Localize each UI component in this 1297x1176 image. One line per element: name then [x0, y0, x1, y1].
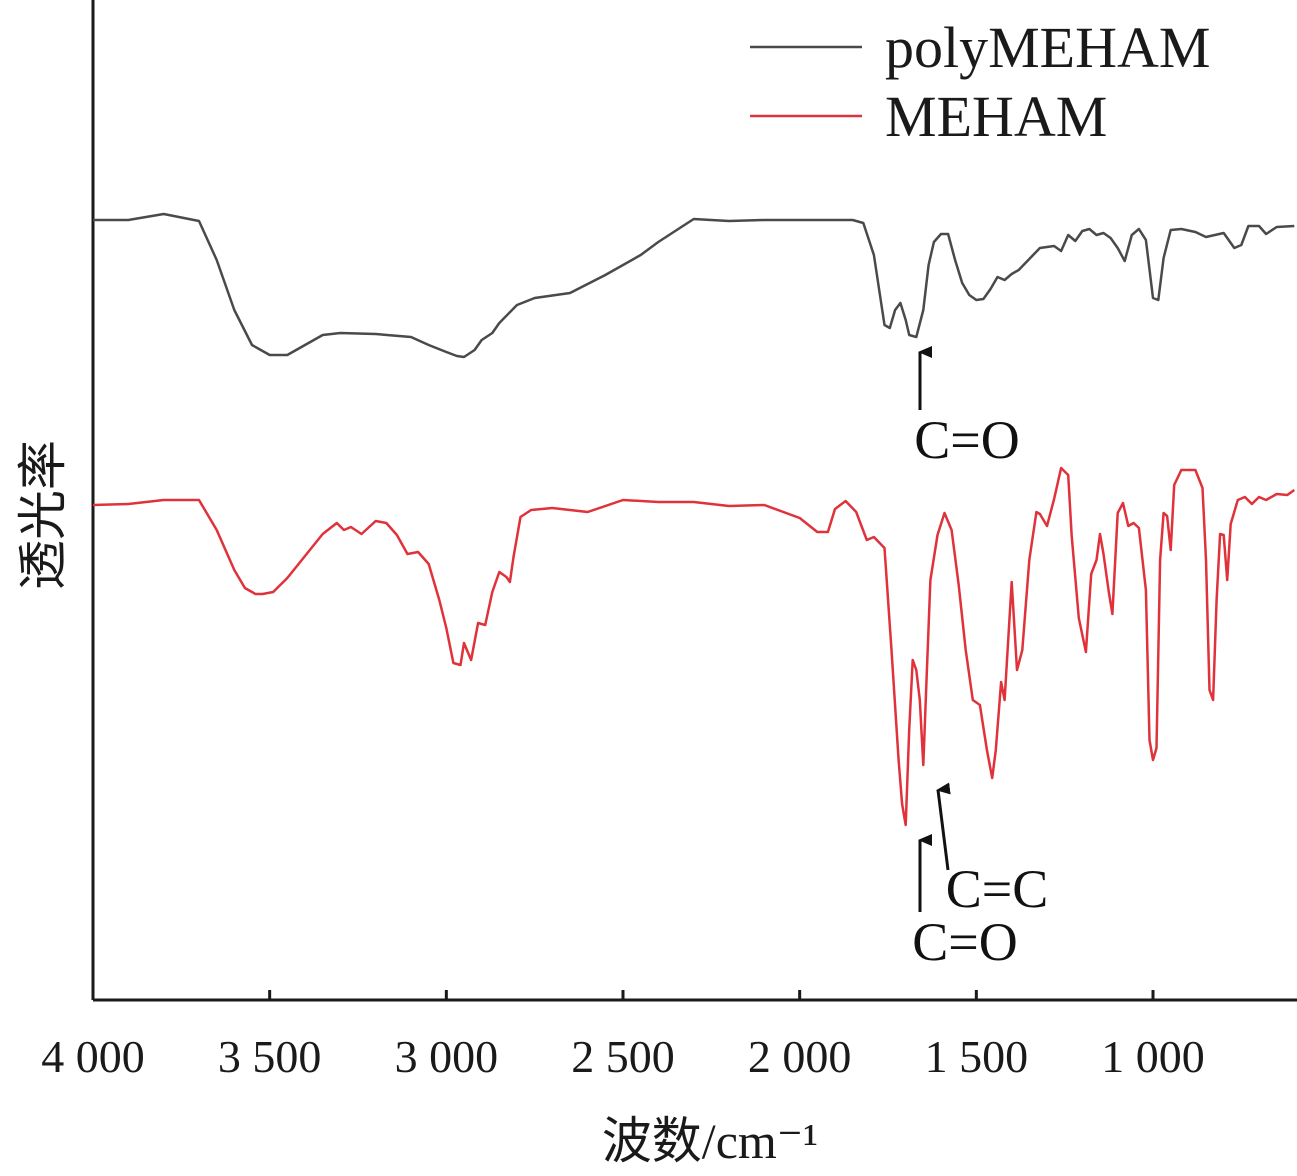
- annotation-label: C=O: [914, 410, 1019, 470]
- x-axis-ticks: [91, 990, 1155, 1000]
- x-tick-label: 3 500: [218, 1031, 322, 1082]
- x-tick-label: 1 000: [1101, 1031, 1205, 1082]
- legend-label-polymeham: polyMEHAM: [885, 15, 1210, 80]
- x-axis-title: 波数/cm⁻¹: [602, 1113, 818, 1169]
- annotation-meham-co: C=O: [912, 834, 1018, 972]
- y-axis-title: 透光率: [15, 440, 71, 590]
- annotation-label: C=C: [946, 859, 1049, 919]
- annotation-label: C=O: [912, 912, 1017, 972]
- x-axis-tick-labels: 4 000 3 500 3 000 2 500 2 000 1 500 1 000: [41, 1031, 1205, 1082]
- series-group: [92, 212, 1296, 827]
- legend-label-meham: MEHAM: [885, 84, 1107, 149]
- x-tick-label: 3 000: [395, 1031, 499, 1082]
- x-tick-label: 2 500: [571, 1031, 675, 1082]
- annotation-polymeham-co: C=O: [914, 346, 1020, 470]
- series-line-polymeham: [93, 212, 1295, 359]
- x-tick-label: 2 000: [748, 1031, 852, 1082]
- x-tick-label: 1 500: [925, 1031, 1029, 1082]
- series-line-meham: [92, 466, 1296, 827]
- legend: polyMEHAM MEHAM: [750, 15, 1210, 149]
- annotation-arrow: [936, 782, 951, 871]
- annotation-meham-cc: C=C: [936, 782, 1049, 919]
- x-tick-label: 4 000: [41, 1031, 145, 1082]
